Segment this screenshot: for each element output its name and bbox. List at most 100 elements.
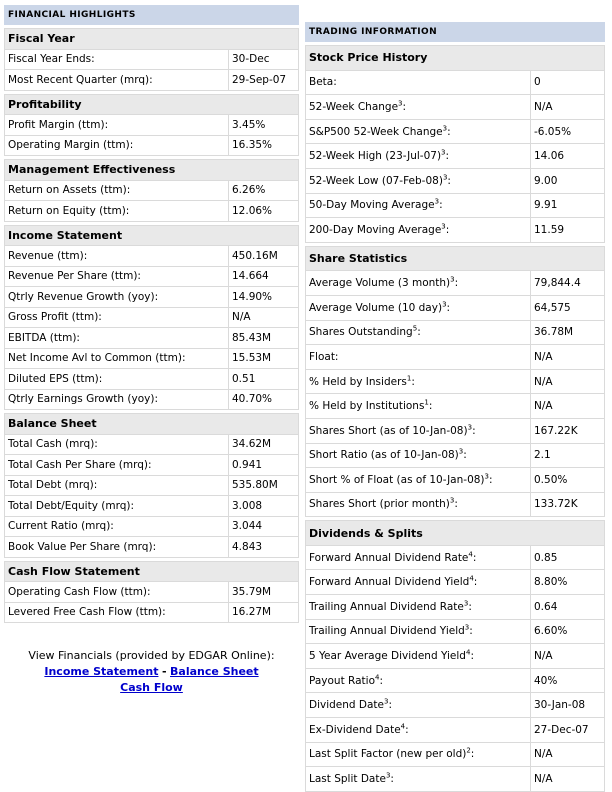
table-row: Beta: 0 (305, 69, 605, 96)
row-label: Most Recent Quarter (mrq): (4, 69, 229, 91)
footnote-marker: 2 (466, 746, 471, 755)
row-value: 11.59 (530, 217, 605, 243)
table-row: Dividend Date3: 30-Jan-08 (305, 692, 605, 719)
row-label-text: Operating Cash Flow (ttm): (8, 585, 151, 598)
financial-highlights-sections: Fiscal Year Fiscal Year Ends: 30-Dec Most R… (4, 28, 299, 623)
table-row: % Held by Insiders1: N/A (305, 368, 605, 395)
row-label-text: 200-Day Moving Average (309, 223, 442, 236)
row-label-text: Net Income Avl to Common (ttm): (8, 352, 186, 365)
financial-highlights-title: FINANCIAL HIGHLIGHTS (4, 5, 299, 25)
row-label-text: Total Cash (mrq): (8, 438, 98, 451)
row-label-text: Dividend Date (309, 699, 385, 712)
row-value: 16.35% (228, 134, 299, 156)
table-row: Return on Equity (ttm): 12.06% (4, 200, 299, 222)
row-label: Operating Cash Flow (ttm): (4, 581, 229, 603)
row-value: 36.78M (530, 319, 605, 346)
table-row: Short Ratio (as of 10-Jan-08)3: 2.1 (305, 442, 605, 469)
row-label-text: Short Ratio (as of 10-Jan-08) (309, 449, 459, 462)
table-row: Short % of Float (as of 10-Jan-08)3: 0.50… (305, 467, 605, 493)
footnote-marker: 3 (398, 99, 403, 108)
table-row: 50-Day Moving Average3: 9.91 (305, 192, 605, 219)
row-value: 16.27M (228, 601, 299, 623)
row-label-text: Shares Short (prior month) (309, 498, 450, 511)
label-colon: : (473, 576, 478, 589)
cash-flow-link[interactable]: Cash Flow (120, 681, 183, 694)
row-label-text: Qtrly Earnings Growth (yoy): (8, 393, 158, 406)
row-value: N/A (228, 306, 299, 328)
row-label-text: Last Split Date (309, 773, 386, 786)
balance-sheet-link[interactable]: Balance Sheet (170, 665, 259, 678)
row-value: 0.64 (530, 594, 605, 620)
row-value: 0 (530, 69, 605, 96)
row-label: Total Debt/Equity (mrq): (4, 495, 229, 517)
row-label-text: Forward Annual Dividend Yield (309, 576, 470, 589)
footnote-marker: 3 (441, 222, 446, 231)
table-row: Qtrly Revenue Growth (yoy): 14.90% (4, 286, 299, 308)
label-colon: : (472, 424, 476, 437)
row-value: 14.664 (228, 265, 299, 287)
row-label-text: Trailing Annual Dividend Rate (309, 600, 464, 613)
label-colon: : (463, 449, 467, 462)
label-colon: : (489, 473, 493, 486)
row-label: Return on Assets (ttm): (4, 179, 229, 201)
row-label: Total Debt (mrq): (4, 474, 229, 496)
label-colon: : (446, 301, 451, 314)
row-label: Fiscal Year Ends: (4, 48, 229, 70)
label-colon: : (439, 199, 443, 212)
footnote-marker: 3 (463, 599, 469, 608)
row-value: N/A (530, 94, 605, 120)
row-value: 0.941 (228, 454, 299, 476)
row-value: 27-Dec-07 (530, 717, 605, 743)
row-value: 3.044 (228, 515, 299, 537)
section-header: Management Effectiveness (4, 159, 299, 181)
row-label: Short Ratio (as of 10-Jan-08)3: (305, 442, 531, 469)
table-row: Trailing Annual Dividend Yield3: 6.60% (305, 618, 605, 645)
section-header-row: Fiscal Year (4, 28, 299, 50)
row-value: 167.22K (530, 417, 605, 444)
table-row: Average Volume (3 month)3: 79,844.4 (305, 270, 605, 296)
row-label: Net Income Avl to Common (ttm): (4, 347, 229, 369)
table-row: Total Cash Per Share (mrq): 0.941 (4, 454, 299, 476)
row-label: Last Split Date3: (305, 766, 531, 792)
row-value: 450.16M (228, 245, 299, 267)
row-value: N/A (530, 766, 605, 792)
row-label: Shares Short (prior month)3: (305, 491, 531, 518)
row-label: Profit Margin (ttm): (4, 114, 229, 136)
table-row: Current Ratio (mrq): 3.044 (4, 515, 299, 537)
income-statement-link[interactable]: Income Statement (44, 665, 159, 678)
footnote-marker: 3 (385, 771, 391, 780)
trading-information-sections: Stock Price History Beta: 0 52-Week Change3… (305, 45, 605, 792)
row-label: 200-Day Moving Average3: (305, 217, 531, 243)
label-colon: : (445, 223, 450, 236)
table-row: Float: N/A (305, 344, 605, 370)
footnote-marker: 4 (465, 648, 471, 657)
row-label: Payout Ratio4: (305, 667, 531, 694)
row-label: Return on Equity (ttm): (4, 200, 229, 222)
row-value: 0.50% (530, 467, 605, 493)
row-label-text: 52-Week High (23-Jul-07) (309, 150, 442, 163)
table-row: Return on Assets (ttm): 6.26% (4, 179, 299, 201)
section-header: Balance Sheet (4, 413, 299, 435)
label-colon: : (447, 125, 451, 138)
footnote-marker: 3 (449, 496, 455, 505)
table-row: Profit Margin (ttm): 3.45% (4, 114, 299, 136)
row-value: -6.05% (530, 118, 605, 145)
row-label-text: Total Cash Per Share (mrq): (8, 458, 152, 471)
row-label-text: 52-Week Change (309, 100, 399, 113)
table-row: Last Split Date3: N/A (305, 766, 605, 792)
section-cash-flow-statement: Cash Flow Statement Operating Cash Flow (… (4, 560, 299, 624)
row-label: Last Split Factor (new per old)2: (305, 741, 531, 768)
row-label-text: Qtrly Revenue Growth (yoy): (8, 290, 159, 303)
footnote-marker: 3 (442, 300, 447, 309)
row-value: 15.53M (228, 347, 299, 369)
table-row: EBITDA (ttm): 85.43M (4, 327, 299, 349)
row-value: 9.00 (530, 167, 605, 194)
table-row: Gross Profit (ttm): N/A (4, 306, 299, 328)
footnote-marker: 3 (458, 447, 464, 456)
row-label: Current Ratio (mrq): (4, 515, 229, 537)
table-row: Operating Margin (ttm): 16.35% (4, 134, 299, 156)
row-label-text: EBITDA (ttm): (8, 331, 80, 344)
row-value: 30-Jan-08 (530, 692, 605, 719)
footnote-marker: 1 (406, 374, 412, 383)
table-row: Book Value Per Share (mrq): 4.843 (4, 536, 299, 558)
